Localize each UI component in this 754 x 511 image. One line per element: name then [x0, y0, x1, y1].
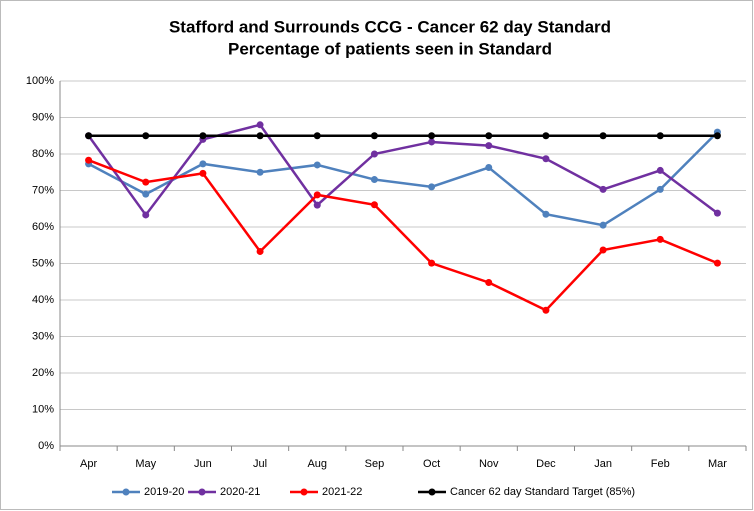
- y-tick-label: 70%: [32, 184, 54, 196]
- data-point: [485, 278, 493, 286]
- x-tick-label: Jan: [594, 458, 612, 470]
- data-point: [542, 132, 550, 140]
- data-point: [142, 190, 150, 198]
- data-point: [199, 160, 207, 168]
- data-point: [656, 235, 664, 243]
- data-point: [370, 176, 378, 184]
- data-point: [542, 210, 550, 218]
- data-point: [256, 121, 264, 129]
- data-point: [656, 185, 664, 193]
- y-tick-label: 0%: [38, 440, 54, 452]
- data-point: [713, 259, 721, 267]
- x-tick-label: Aug: [307, 458, 327, 470]
- y-tick-label: 20%: [32, 367, 54, 379]
- data-point: [142, 178, 150, 186]
- data-point: [85, 132, 93, 140]
- y-tick-label: 40%: [32, 294, 54, 306]
- legend-label: 2020-21: [220, 486, 260, 498]
- x-tick-label: Oct: [423, 458, 440, 470]
- data-point: [599, 221, 607, 229]
- data-point: [713, 132, 721, 140]
- data-point: [656, 166, 664, 174]
- data-point: [199, 169, 207, 177]
- legend-marker: [428, 488, 436, 496]
- data-point: [142, 211, 150, 219]
- data-point: [256, 168, 264, 176]
- x-tick-label: Nov: [479, 458, 499, 470]
- data-point: [485, 164, 493, 172]
- data-point: [313, 201, 321, 209]
- chart-subtitle: Percentage of patients seen in Standard: [228, 39, 552, 58]
- data-point: [313, 161, 321, 169]
- data-point: [199, 132, 207, 140]
- x-tick-label: Dec: [536, 458, 556, 470]
- data-point: [313, 132, 321, 140]
- y-tick-label: 60%: [32, 221, 54, 233]
- data-point: [428, 132, 436, 140]
- legend-marker: [122, 488, 130, 496]
- data-point: [656, 132, 664, 140]
- x-tick-label: Feb: [651, 458, 670, 470]
- data-point: [428, 183, 436, 191]
- data-point: [256, 132, 264, 140]
- legend-label: 2019-20: [144, 486, 184, 498]
- x-tick-label: May: [135, 458, 156, 470]
- data-point: [542, 155, 550, 163]
- x-tick-label: Apr: [80, 458, 97, 470]
- data-point: [599, 132, 607, 140]
- x-tick-label: Mar: [708, 458, 727, 470]
- legend-label: 2021-22: [322, 486, 362, 498]
- y-tick-label: 90%: [32, 111, 54, 123]
- data-point: [256, 247, 264, 255]
- y-tick-label: 100%: [26, 75, 54, 87]
- data-point: [428, 259, 436, 267]
- data-point: [599, 246, 607, 254]
- data-point: [428, 138, 436, 146]
- y-tick-label: 80%: [32, 148, 54, 160]
- series-line: [87, 123, 719, 218]
- data-point: [370, 201, 378, 209]
- data-point: [142, 132, 150, 140]
- series-line: [87, 131, 719, 227]
- legend-label: Cancer 62 day Standard Target (85%): [450, 486, 635, 498]
- legend-marker: [198, 488, 206, 496]
- data-point: [485, 142, 493, 150]
- data-point: [713, 209, 721, 217]
- x-tick-label: Jul: [253, 458, 267, 470]
- series-line: [88, 159, 718, 312]
- x-tick-label: Jun: [194, 458, 212, 470]
- data-point: [599, 185, 607, 193]
- data-point: [85, 156, 93, 164]
- y-tick-label: 30%: [32, 330, 54, 342]
- x-tick-label: Sep: [365, 458, 385, 470]
- y-tick-label: 50%: [32, 257, 54, 269]
- data-point: [485, 132, 493, 140]
- data-point: [542, 306, 550, 314]
- data-point: [370, 132, 378, 140]
- legend-marker: [300, 488, 308, 496]
- data-point: [370, 150, 378, 158]
- chart-title: Stafford and Surrounds CCG - Cancer 62 d…: [169, 17, 611, 36]
- data-point: [313, 191, 321, 199]
- y-tick-label: 10%: [32, 403, 54, 415]
